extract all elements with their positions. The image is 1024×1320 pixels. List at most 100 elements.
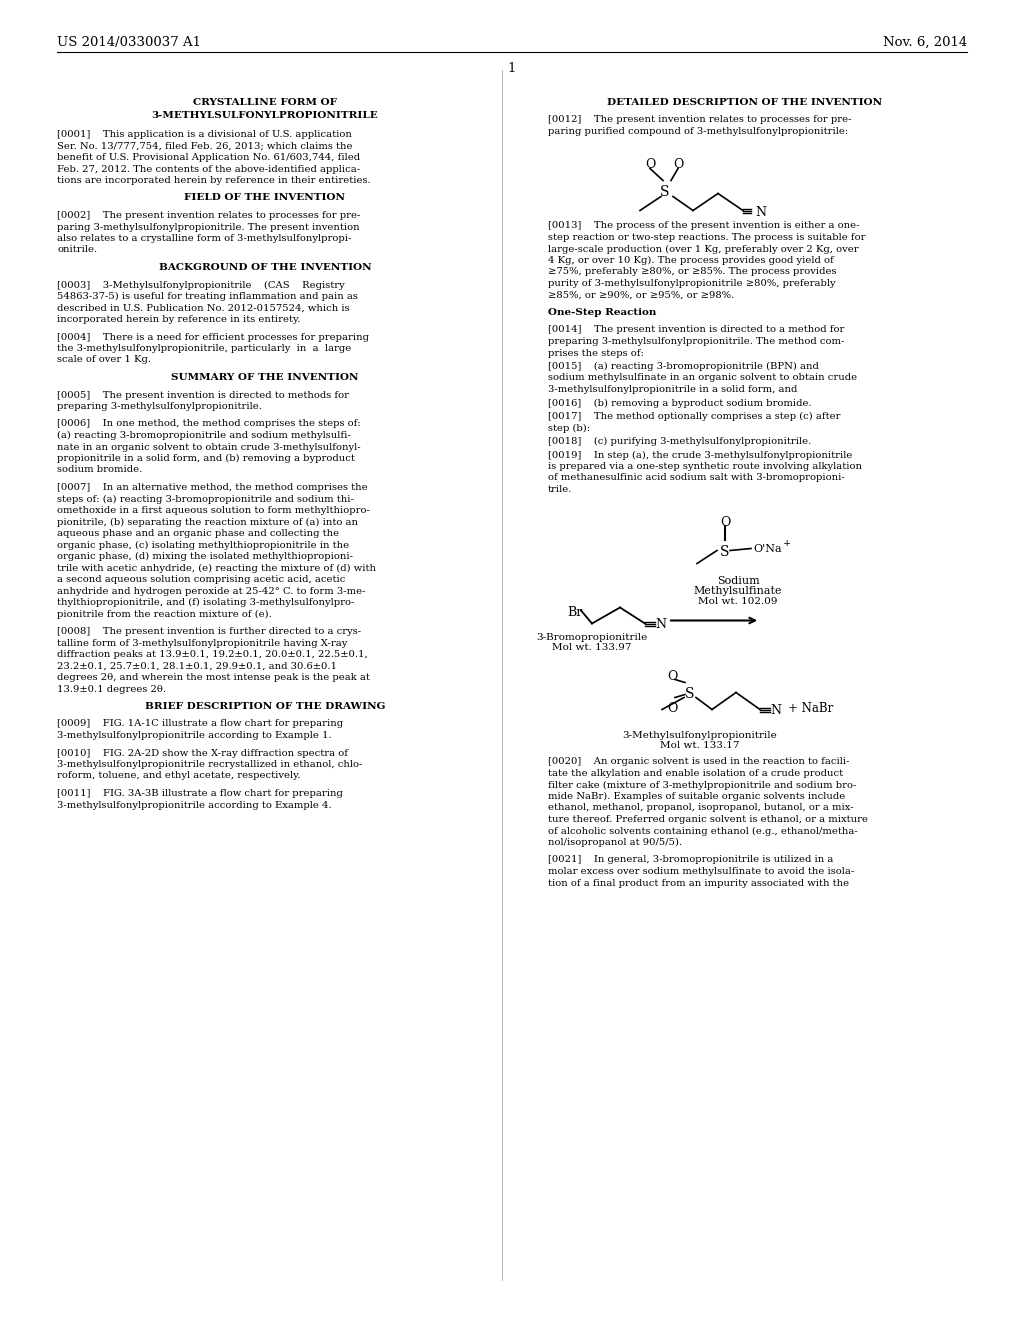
Text: pionitrile from the reaction mixture of (e).: pionitrile from the reaction mixture of … [57, 610, 271, 619]
Text: [0014]    The present invention is directed to a method for: [0014] The present invention is directed… [548, 326, 845, 334]
Text: step reaction or two-step reactions. The process is suitable for: step reaction or two-step reactions. The… [548, 234, 865, 242]
Text: of methanesulfinic acid sodium salt with 3-bromopropioni-: of methanesulfinic acid sodium salt with… [548, 474, 845, 483]
Text: 3-METHYLSULFONYLPROPIONITRILE: 3-METHYLSULFONYLPROPIONITRILE [152, 111, 379, 120]
Text: DETAILED DESCRIPTION OF THE INVENTION: DETAILED DESCRIPTION OF THE INVENTION [607, 98, 883, 107]
Text: onitrile.: onitrile. [57, 246, 97, 255]
Text: [0002]    The present invention relates to processes for pre-: [0002] The present invention relates to … [57, 211, 360, 220]
Text: [0003]    3-Methylsulfonylpropionitrile    (CAS    Registry: [0003] 3-Methylsulfonylpropionitrile (CA… [57, 281, 345, 289]
Text: O: O [667, 701, 677, 714]
Text: trile with acetic anhydride, (e) reacting the mixture of (d) with: trile with acetic anhydride, (e) reactin… [57, 564, 376, 573]
Text: [0011]    FIG. 3A-3B illustrate a flow chart for preparing: [0011] FIG. 3A-3B illustrate a flow char… [57, 789, 343, 799]
Text: 23.2±0.1, 25.7±0.1, 28.1±0.1, 29.9±0.1, and 30.6±0.1: 23.2±0.1, 25.7±0.1, 28.1±0.1, 29.9±0.1, … [57, 661, 337, 671]
Text: Sodium: Sodium [717, 576, 760, 586]
Text: large-scale production (over 1 Kg, preferably over 2 Kg, over: large-scale production (over 1 Kg, prefe… [548, 244, 859, 253]
Text: 1: 1 [508, 62, 516, 75]
Text: tate the alkylation and enable isolation of a crude product: tate the alkylation and enable isolation… [548, 770, 843, 777]
Text: [0012]    The present invention relates to processes for pre-: [0012] The present invention relates to … [548, 116, 852, 124]
Text: [0006]    In one method, the method comprises the steps of:: [0006] In one method, the method compris… [57, 420, 360, 429]
Text: 54863-37-5) is useful for treating inflammation and pain as: 54863-37-5) is useful for treating infla… [57, 292, 357, 301]
Text: trile.: trile. [548, 484, 572, 494]
Text: 3-methylsulfonylpropionitrile recrystallized in ethanol, chlo-: 3-methylsulfonylpropionitrile recrystall… [57, 760, 362, 770]
Text: talline form of 3-methylsulfonylpropionitrile having X-ray: talline form of 3-methylsulfonylpropioni… [57, 639, 347, 648]
Text: BRIEF DESCRIPTION OF THE DRAWING: BRIEF DESCRIPTION OF THE DRAWING [144, 702, 385, 711]
Text: step (b):: step (b): [548, 424, 590, 433]
Text: [0004]    There is a need for efficient processes for preparing: [0004] There is a need for efficient pro… [57, 333, 369, 342]
Text: scale of over 1 Kg.: scale of over 1 Kg. [57, 355, 151, 364]
Text: CRYSTALLINE FORM OF: CRYSTALLINE FORM OF [193, 98, 337, 107]
Text: 13.9±0.1 degrees 2θ.: 13.9±0.1 degrees 2θ. [57, 685, 166, 693]
Text: [0001]    This application is a divisional of U.S. application: [0001] This application is a divisional … [57, 129, 352, 139]
Text: S: S [720, 545, 730, 560]
Text: [0007]    In an alternative method, the method comprises the: [0007] In an alternative method, the met… [57, 483, 368, 492]
Text: SUMMARY OF THE INVENTION: SUMMARY OF THE INVENTION [171, 374, 358, 381]
Text: paring 3-methylsulfonylpropionitrile. The present invention: paring 3-methylsulfonylpropionitrile. Th… [57, 223, 359, 231]
Text: Mol wt. 133.17: Mol wt. 133.17 [660, 742, 739, 751]
Text: [0016]    (b) removing a byproduct sodium bromide.: [0016] (b) removing a byproduct sodium b… [548, 399, 812, 408]
Text: diffraction peaks at 13.9±0.1, 19.2±0.1, 20.0±0.1, 22.5±0.1,: diffraction peaks at 13.9±0.1, 19.2±0.1,… [57, 649, 368, 659]
Text: prises the steps of:: prises the steps of: [548, 348, 644, 358]
Text: O: O [673, 158, 683, 172]
Text: a second aqueous solution comprising acetic acid, acetic: a second aqueous solution comprising ace… [57, 576, 345, 583]
Text: molar excess over sodium methylsulfinate to avoid the isola-: molar excess over sodium methylsulfinate… [548, 867, 854, 876]
Text: the 3-methylsulfonylpropionitrile, particularly  in  a  large: the 3-methylsulfonylpropionitrile, parti… [57, 345, 351, 352]
Text: [0010]    FIG. 2A-2D show the X-ray diffraction spectra of: [0010] FIG. 2A-2D show the X-ray diffrac… [57, 748, 348, 758]
Text: anhydride and hydrogen peroxide at 25-42° C. to form 3-me-: anhydride and hydrogen peroxide at 25-42… [57, 586, 366, 595]
Text: paring purified compound of 3-methylsulfonylpropionitrile:: paring purified compound of 3-methylsulf… [548, 127, 848, 136]
Text: degrees 2θ, and wherein the most intense peak is the peak at: degrees 2θ, and wherein the most intense… [57, 673, 370, 682]
Text: roform, toluene, and ethyl acetate, respectively.: roform, toluene, and ethyl acetate, resp… [57, 771, 300, 780]
Text: [0008]    The present invention is further directed to a crys-: [0008] The present invention is further … [57, 627, 361, 636]
Text: also relates to a crystalline form of 3-methylsulfonylpropi-: also relates to a crystalline form of 3-… [57, 234, 351, 243]
Text: 3-Methylsulfonylpropionitrile: 3-Methylsulfonylpropionitrile [623, 730, 777, 739]
Text: benefit of U.S. Provisional Application No. 61/603,744, filed: benefit of U.S. Provisional Application … [57, 153, 360, 162]
Text: is prepared via a one-step synthetic route involving alkylation: is prepared via a one-step synthetic rou… [548, 462, 862, 471]
Text: filter cake (mixture of 3-methylpropionitrile and sodium bro-: filter cake (mixture of 3-methylpropioni… [548, 780, 856, 789]
Text: Ser. No. 13/777,754, filed Feb. 26, 2013; which claims the: Ser. No. 13/777,754, filed Feb. 26, 2013… [57, 141, 352, 150]
Text: purity of 3-methylsulfonylpropionitrile ≥80%, preferably: purity of 3-methylsulfonylpropionitrile … [548, 279, 836, 288]
Text: N: N [655, 619, 666, 631]
Text: [0019]    In step (a), the crude 3-methylsulfonylpropionitrile: [0019] In step (a), the crude 3-methylsu… [548, 450, 852, 459]
Text: mide NaBr). Examples of suitable organic solvents include: mide NaBr). Examples of suitable organic… [548, 792, 845, 801]
Text: O: O [667, 671, 677, 684]
Text: 3-methylsulfonylpropionitrile according to Example 1.: 3-methylsulfonylpropionitrile according … [57, 731, 332, 741]
Text: [0005]    The present invention is directed to methods for: [0005] The present invention is directed… [57, 391, 349, 400]
Text: Br: Br [567, 606, 583, 619]
Text: 3-Bromopropionitrile: 3-Bromopropionitrile [537, 632, 647, 642]
Text: + NaBr: + NaBr [788, 701, 834, 714]
Text: ethanol, methanol, propanol, isopropanol, butanol, or a mix-: ethanol, methanol, propanol, isopropanol… [548, 804, 854, 813]
Text: O: O [645, 158, 655, 172]
Text: aqueous phase and an organic phase and collecting the: aqueous phase and an organic phase and c… [57, 529, 339, 539]
Text: N: N [770, 705, 781, 718]
Text: of alcoholic solvents containing ethanol (e.g., ethanol/metha-: of alcoholic solvents containing ethanol… [548, 826, 858, 836]
Text: [0015]    (a) reacting 3-bromopropionitrile (BPN) and: [0015] (a) reacting 3-bromopropionitrile… [548, 362, 819, 371]
Text: ture thereof. Preferred organic solvent is ethanol, or a mixture: ture thereof. Preferred organic solvent … [548, 814, 868, 824]
Text: One-Step Reaction: One-Step Reaction [548, 308, 656, 317]
Text: O'Na: O'Na [753, 544, 781, 553]
Text: [0013]    The process of the present invention is either a one-: [0013] The process of the present invent… [548, 222, 859, 231]
Text: 3-methylsulfonylpropionitrile in a solid form, and: 3-methylsulfonylpropionitrile in a solid… [548, 385, 798, 393]
Text: BACKGROUND OF THE INVENTION: BACKGROUND OF THE INVENTION [159, 263, 372, 272]
Text: S: S [660, 186, 670, 199]
Text: FIELD OF THE INVENTION: FIELD OF THE INVENTION [184, 194, 345, 202]
Text: N: N [755, 206, 766, 219]
Text: ≥75%, preferably ≥80%, or ≥85%. The process provides: ≥75%, preferably ≥80%, or ≥85%. The proc… [548, 268, 837, 276]
Text: propionitrile in a solid form, and (b) removing a byproduct: propionitrile in a solid form, and (b) r… [57, 454, 355, 463]
Text: O: O [720, 516, 730, 528]
Text: thylthiopropionitrile, and (f) isolating 3-methylsulfonylpro-: thylthiopropionitrile, and (f) isolating… [57, 598, 354, 607]
Text: nate in an organic solvent to obtain crude 3-methylsulfonyl-: nate in an organic solvent to obtain cru… [57, 442, 360, 451]
Text: organic phase, (c) isolating methylthiopropionitrile in the: organic phase, (c) isolating methylthiop… [57, 540, 349, 549]
Text: +: + [783, 540, 792, 549]
Text: preparing 3-methylsulfonylpropionitrile.: preparing 3-methylsulfonylpropionitrile. [57, 403, 262, 411]
Text: organic phase, (d) mixing the isolated methylthiopropioni-: organic phase, (d) mixing the isolated m… [57, 552, 353, 561]
Text: sodium bromide.: sodium bromide. [57, 466, 142, 474]
Text: Mol wt. 133.97: Mol wt. 133.97 [552, 644, 632, 652]
Text: described in U.S. Publication No. 2012-0157524, which is: described in U.S. Publication No. 2012-0… [57, 304, 349, 313]
Text: tions are incorporated herein by reference in their entireties.: tions are incorporated herein by referen… [57, 176, 371, 185]
Text: (a) reacting 3-bromopropionitrile and sodium methylsulfi-: (a) reacting 3-bromopropionitrile and so… [57, 432, 351, 440]
Text: [0017]    The method optionally comprises a step (c) after: [0017] The method optionally comprises a… [548, 412, 841, 421]
Text: [0018]    (c) purifying 3-methylsulfonylpropionitrile.: [0018] (c) purifying 3-methylsulfonylpro… [548, 437, 811, 446]
Text: omethoxide in a first aqueous solution to form methylthiopro-: omethoxide in a first aqueous solution t… [57, 506, 370, 515]
Text: steps of: (a) reacting 3-bromopropionitrile and sodium thi-: steps of: (a) reacting 3-bromopropionitr… [57, 495, 354, 504]
Text: [0021]    In general, 3-bromopropionitrile is utilized in a: [0021] In general, 3-bromopropionitrile … [548, 855, 834, 865]
Text: 3-methylsulfonylpropionitrile according to Example 4.: 3-methylsulfonylpropionitrile according … [57, 800, 332, 809]
Text: nol/isopropanol at 90/5/5).: nol/isopropanol at 90/5/5). [548, 838, 682, 847]
